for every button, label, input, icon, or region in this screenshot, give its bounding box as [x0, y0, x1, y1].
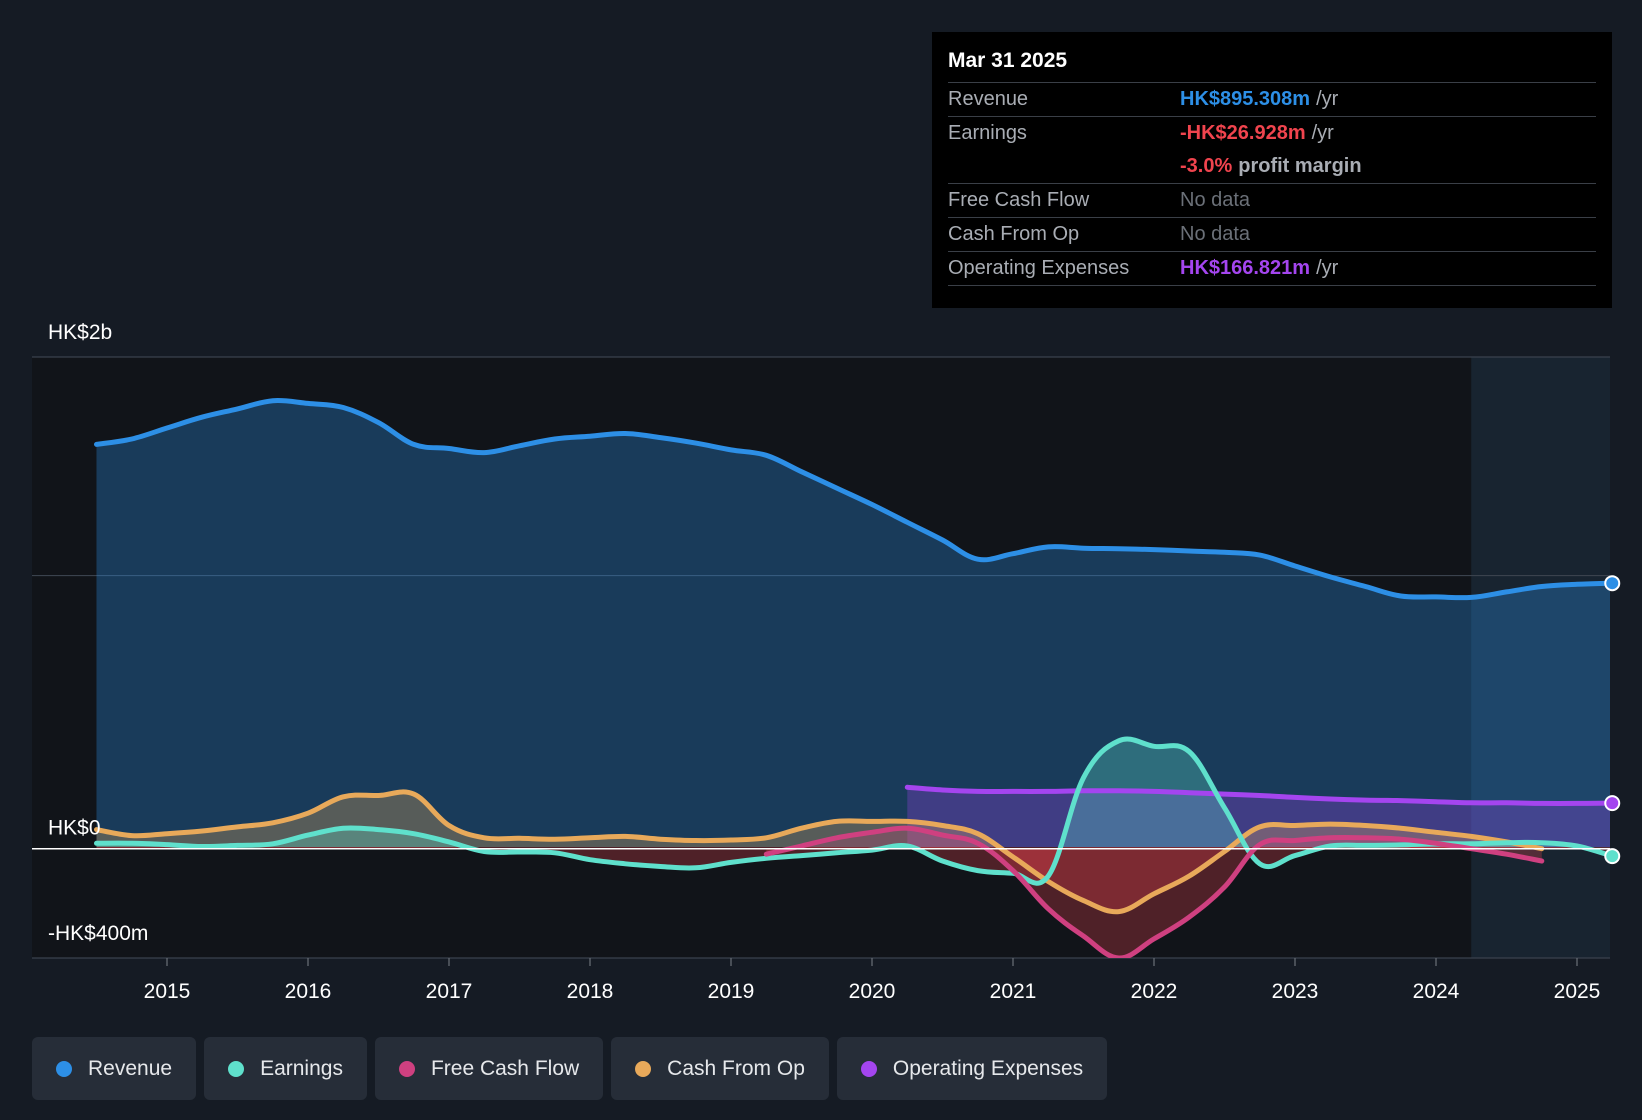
tooltip-value: -HK$26.928m	[1180, 122, 1306, 144]
x-tick-label: 2024	[1413, 980, 1460, 1003]
series-endpoints	[1604, 575, 1621, 865]
x-tick-label: 2022	[1131, 980, 1178, 1003]
forecast-shading	[1471, 357, 1610, 958]
series-lines	[94, 397, 1610, 958]
legend-item-operating-expenses[interactable]: Operating Expenses	[836, 1037, 1108, 1100]
earnings-line	[94, 736, 1610, 886]
tooltip-label: Earnings	[948, 122, 1027, 144]
earnings-area-positive	[96, 739, 1582, 847]
y-tick-label: -HK$400m	[48, 922, 148, 945]
tooltip-label: Cash From Op	[948, 223, 1080, 245]
tooltip-unit: /yr	[1311, 122, 1334, 144]
tooltip-row-earnings: Earnings -HK$26.928m /yr	[948, 116, 1596, 150]
legend-label: Revenue	[88, 1056, 173, 1080]
legend-label: Free Cash Flow	[430, 1056, 580, 1080]
tooltip-row-margin: -3.0% profit margin	[948, 150, 1596, 183]
tooltip-label: Free Cash Flow	[948, 189, 1090, 211]
legend-label: Earnings	[260, 1056, 343, 1080]
y-tick-label: HK$0	[48, 817, 101, 840]
tooltip-unit: /yr	[1316, 88, 1339, 110]
legend: Revenue Earnings Free Cash Flow Cash Fro…	[32, 1037, 1108, 1100]
legend-item-earnings[interactable]: Earnings	[204, 1037, 367, 1100]
tooltip-row-opex: Operating Expenses HK$166.821m /yr	[948, 251, 1596, 285]
x-tick-label: 2021	[990, 980, 1037, 1003]
x-tick-label: 2015	[144, 980, 191, 1003]
tooltip-date: Mar 31 2025	[948, 49, 1068, 72]
free-cash-flow-dot-icon	[398, 1060, 415, 1077]
tooltip-panel: Mar 31 2025 Revenue HK$895.308m /yr Earn…	[932, 32, 1612, 308]
operating-expenses-dot-icon	[860, 1060, 877, 1077]
opex-line	[904, 784, 1610, 806]
cash-from-op-dot-icon	[635, 1060, 652, 1077]
gridlines	[32, 356, 1610, 959]
tooltip-unit: /yr	[1316, 257, 1339, 279]
fcf-line	[763, 825, 1545, 958]
revenue-dot-icon	[56, 1060, 72, 1077]
x-tick-label: 2017	[426, 980, 473, 1003]
revenue-area-positive	[96, 400, 1610, 847]
tooltip-value: No data	[1180, 189, 1251, 211]
x-tick-label: 2019	[708, 980, 755, 1003]
y-tick-label: HK$2b	[48, 321, 112, 344]
plot-background	[32, 357, 1610, 958]
tooltip-row-revenue: Revenue HK$895.308m /yr	[948, 82, 1596, 116]
opex-endpoint-marker	[1604, 795, 1621, 812]
tooltip-value: HK$166.821m	[1180, 257, 1311, 279]
earnings-endpoint-marker	[1604, 848, 1621, 865]
tooltip-unit: profit margin	[1238, 155, 1362, 177]
tooltip-label: Operating Expenses	[948, 257, 1130, 279]
revenue-endpoint-marker	[1604, 575, 1621, 592]
tooltip-value: -3.0%	[1180, 155, 1233, 177]
x-tick-label: 2025	[1554, 980, 1601, 1003]
x-axis-labels: 2015 2016 2017 2018 2019 2020 2021 2022 2023 2024…	[144, 958, 1601, 1003]
cfo-area-positive	[96, 791, 1534, 847]
legend-item-free-cash-flow[interactable]: Free Cash Flow	[374, 1037, 604, 1100]
legend-item-cash-from-op[interactable]: Cash From Op	[611, 1037, 829, 1100]
cfo-line	[94, 789, 1545, 915]
earnings-dot-icon	[228, 1060, 245, 1077]
tooltip-value: No data	[1180, 223, 1251, 245]
legend-label: Operating Expenses	[892, 1056, 1084, 1080]
tooltip-value: HK$895.308m	[1180, 88, 1311, 110]
y-axis-labels: HK$2b HK$0 -HK$400m	[48, 321, 148, 945]
x-tick-label: 2023	[1272, 980, 1319, 1003]
legend-item-revenue[interactable]: Revenue	[32, 1037, 197, 1100]
x-tick-label: 2018	[567, 980, 614, 1003]
revenue-line	[94, 397, 1610, 601]
fcf-area-negative	[766, 847, 1542, 958]
x-tick-label: 2020	[849, 980, 896, 1003]
cfo-area-negative	[96, 847, 1542, 912]
tooltip-row-fcf: Free Cash Flow No data	[948, 183, 1596, 217]
legend-label: Cash From Op	[667, 1056, 805, 1080]
tooltip-label: Revenue	[948, 88, 1029, 110]
tooltip-row-cfo: Cash From Op No data	[948, 217, 1596, 251]
x-tick-label: 2016	[285, 980, 332, 1003]
